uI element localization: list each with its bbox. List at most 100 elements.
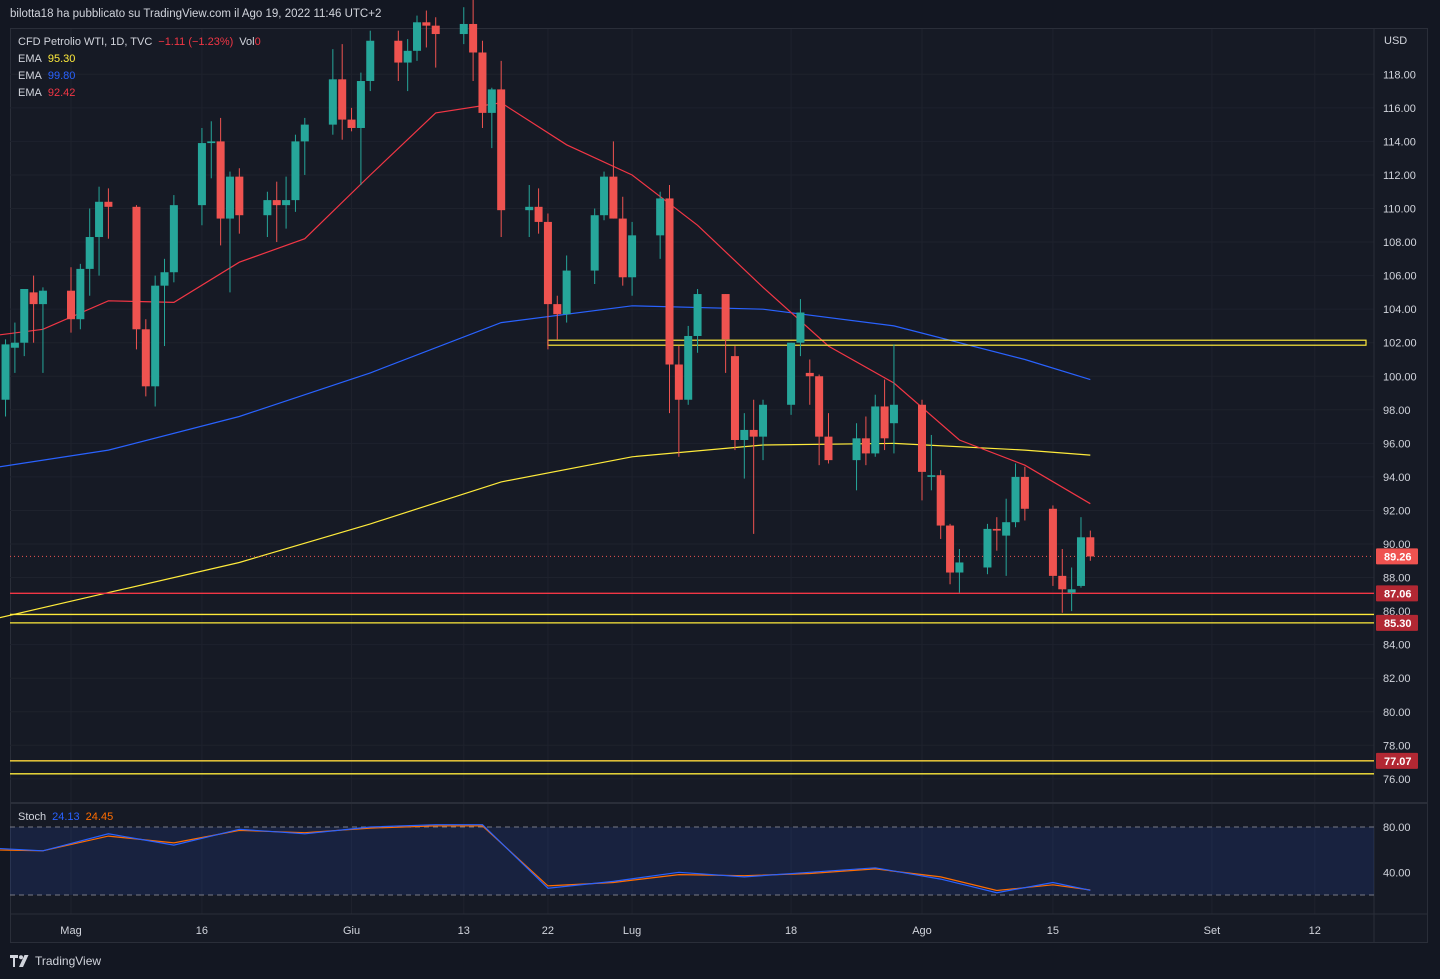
stoch-label: Stoch bbox=[18, 811, 47, 823]
candle-body bbox=[282, 200, 291, 206]
ema-row-0[interactable]: EMA 95.30 bbox=[18, 51, 261, 68]
candle-body bbox=[889, 404, 898, 424]
candle bbox=[469, 0, 478, 82]
publish-text: bilotta18 ha pubblicato su TradingView.c… bbox=[10, 8, 382, 20]
candle bbox=[76, 263, 85, 330]
price-tick-label: 88.00 bbox=[1383, 573, 1411, 585]
price-tick-label: 78.00 bbox=[1383, 740, 1411, 752]
candle-body bbox=[1048, 508, 1057, 576]
price-label: 87.06 bbox=[1384, 588, 1412, 600]
grid-lines bbox=[10, 29, 1374, 914]
candle-body bbox=[946, 525, 955, 573]
candle-body bbox=[618, 218, 627, 278]
candle bbox=[553, 295, 562, 340]
candle bbox=[291, 134, 300, 212]
candle bbox=[1058, 549, 1067, 613]
ema-fast-line bbox=[0, 102, 1091, 505]
candle bbox=[1076, 517, 1085, 588]
candle bbox=[20, 289, 29, 357]
price-tick-label: 116.00 bbox=[1383, 103, 1416, 115]
footer-bar bbox=[0, 944, 1440, 979]
candle bbox=[759, 399, 768, 461]
candle-body bbox=[76, 268, 85, 320]
candle-body bbox=[656, 198, 665, 236]
candle-body bbox=[29, 292, 38, 305]
candle-body bbox=[759, 404, 768, 437]
date-tick-label: 22 bbox=[542, 925, 554, 937]
stoch-k-value: 24.13 bbox=[52, 811, 80, 823]
candle bbox=[665, 185, 674, 414]
candle bbox=[95, 186, 104, 276]
ema-row-2[interactable]: EMA 92.42 bbox=[18, 85, 261, 102]
candle-body bbox=[918, 404, 926, 472]
stoch-legend[interactable]: Stoch 24.13 24.45 bbox=[18, 811, 113, 823]
candle bbox=[721, 294, 730, 373]
tradingview-logo[interactable]: TradingView bbox=[10, 954, 101, 968]
candle bbox=[815, 374, 824, 466]
candle-body bbox=[394, 40, 403, 63]
candle bbox=[946, 523, 955, 585]
currency-label: USD bbox=[1384, 35, 1407, 47]
candle bbox=[67, 267, 75, 333]
candle-body bbox=[600, 176, 609, 216]
price-tick-label: 108.00 bbox=[1383, 237, 1417, 249]
candle-body bbox=[749, 429, 758, 437]
price-label-bg bbox=[1376, 752, 1418, 769]
candle-body bbox=[824, 436, 833, 461]
candle bbox=[356, 72, 365, 186]
candle bbox=[160, 258, 169, 347]
candle-body bbox=[235, 176, 244, 216]
stoch-tick-label: 40.00 bbox=[1383, 867, 1411, 879]
candle-body bbox=[1020, 476, 1029, 509]
candle bbox=[609, 141, 618, 219]
candle bbox=[628, 221, 637, 296]
candle-body bbox=[10, 342, 19, 348]
candle bbox=[459, 7, 468, 45]
price-label: 77.07 bbox=[1384, 756, 1412, 768]
candle bbox=[740, 413, 749, 479]
candle-body bbox=[95, 201, 104, 238]
publish-header: bilotta18 ha pubblicato su TradingView.c… bbox=[0, 0, 1440, 28]
price-tick-label: 100.00 bbox=[1383, 371, 1417, 383]
price-tick-label: 104.00 bbox=[1383, 304, 1417, 316]
candle-body bbox=[104, 201, 113, 207]
candle-body bbox=[263, 200, 272, 216]
candle-body bbox=[955, 562, 964, 573]
ema-row-1[interactable]: EMA 99.80 bbox=[18, 68, 261, 85]
candle-body bbox=[553, 304, 562, 315]
candle bbox=[10, 322, 19, 373]
candle-body bbox=[338, 79, 347, 120]
candle bbox=[787, 342, 796, 415]
price-label-bg bbox=[1376, 548, 1418, 565]
candle-body bbox=[861, 438, 870, 454]
candle-body bbox=[151, 285, 160, 387]
candle-body bbox=[300, 124, 309, 142]
candle-body bbox=[366, 40, 375, 82]
ema-value: 99.80 bbox=[47, 70, 76, 82]
chart-frame[interactable] bbox=[10, 28, 1428, 943]
price-tick-label: 110.00 bbox=[1383, 204, 1416, 216]
date-tick-label: 12 bbox=[1309, 925, 1321, 937]
candle-body bbox=[674, 364, 683, 400]
price-change: −1.11 (−1.23%) bbox=[158, 36, 234, 48]
candle bbox=[525, 185, 534, 238]
candle-body bbox=[992, 528, 1001, 531]
candle-body bbox=[871, 406, 880, 454]
candle bbox=[38, 287, 47, 373]
candle bbox=[29, 275, 38, 343]
ema-mid-line bbox=[0, 442, 1091, 619]
candle bbox=[263, 191, 272, 238]
candle-body bbox=[403, 50, 412, 63]
stoch-band bbox=[10, 827, 1374, 895]
vol-value: 0 bbox=[254, 36, 261, 48]
candle bbox=[693, 289, 702, 353]
candle bbox=[366, 30, 375, 92]
stoch-d-value: 24.45 bbox=[85, 811, 114, 823]
candle-body bbox=[1067, 589, 1076, 593]
date-tick-label: Mag bbox=[60, 925, 81, 937]
candle bbox=[347, 107, 356, 132]
candle-body bbox=[459, 23, 468, 35]
symbol-row[interactable]: CFD Petrolio WTI, 1D, TVC −1.11 (−1.23%)… bbox=[18, 34, 261, 51]
price-tick-label: 90.00 bbox=[1383, 539, 1411, 551]
